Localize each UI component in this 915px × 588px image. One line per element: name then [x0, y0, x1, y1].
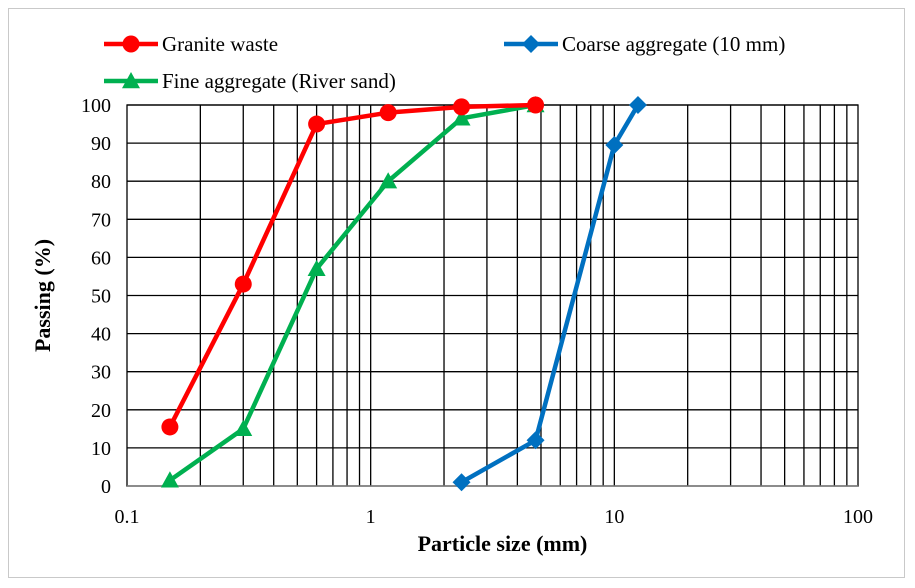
legend-item: Granite waste: [104, 32, 278, 56]
series-line: [167, 102, 536, 428]
y-tick-label: 80: [91, 171, 111, 193]
data-point: [379, 172, 398, 189]
x-tick-label: 1: [366, 506, 376, 528]
series-granite-waste: [161, 96, 545, 436]
y-tick-label: 30: [91, 362, 111, 384]
data-point: [452, 109, 471, 126]
y-tick-label: 20: [91, 400, 111, 422]
y-tick-label: 40: [91, 324, 111, 346]
legend-label: Coarse aggregate (10 mm): [562, 32, 785, 56]
y-tick-label: 100: [81, 95, 111, 117]
y-tick-label: 60: [91, 247, 111, 269]
legend-item: Coarse aggregate (10 mm): [504, 32, 785, 56]
data-point: [452, 473, 471, 492]
y-tick-label: 10: [91, 438, 111, 460]
legend: Granite waste Coarse aggregate (10 mm) Fin…: [104, 32, 785, 93]
legend-marker: [122, 72, 140, 89]
data-point: [161, 418, 179, 436]
data-point: [379, 104, 397, 122]
legend-item: Fine aggregate (River sand): [104, 69, 396, 93]
data-point: [307, 259, 326, 277]
data-point: [527, 96, 545, 114]
grid: [127, 104, 858, 486]
legend-label: Granite waste: [162, 32, 278, 56]
legend-marker: [522, 35, 540, 53]
y-tick-label: 50: [91, 286, 111, 308]
data-point: [234, 419, 253, 437]
tick-labels: 0 10 20 30 40 50 60 70 80 90 100 0.1 1 10 100: [81, 95, 873, 528]
series-coarse-aggregate-10-mm: [452, 96, 647, 492]
y-tick-label: 0: [101, 476, 111, 498]
data-point: [308, 115, 326, 133]
x-axis-title: Particle size (mm): [418, 531, 588, 556]
x-tick-label: 0.1: [115, 506, 140, 528]
series-layer: [160, 96, 647, 492]
data-point: [453, 98, 471, 116]
y-tick-label: 70: [91, 209, 111, 231]
x-tick-label: 100: [843, 506, 873, 528]
legend-marker: [122, 35, 140, 53]
series-line: [168, 102, 536, 483]
y-tick-label: 90: [91, 133, 111, 155]
y-axis-title: Passing (%): [30, 239, 55, 352]
data-point: [605, 136, 624, 155]
data-point: [234, 275, 252, 293]
x-tick-label: 10: [604, 506, 624, 528]
data-point: [526, 431, 545, 450]
legend-label: Fine aggregate (River sand): [162, 69, 396, 93]
data-point: [160, 471, 179, 488]
data-point: [628, 96, 647, 114]
series-line: [460, 103, 640, 485]
